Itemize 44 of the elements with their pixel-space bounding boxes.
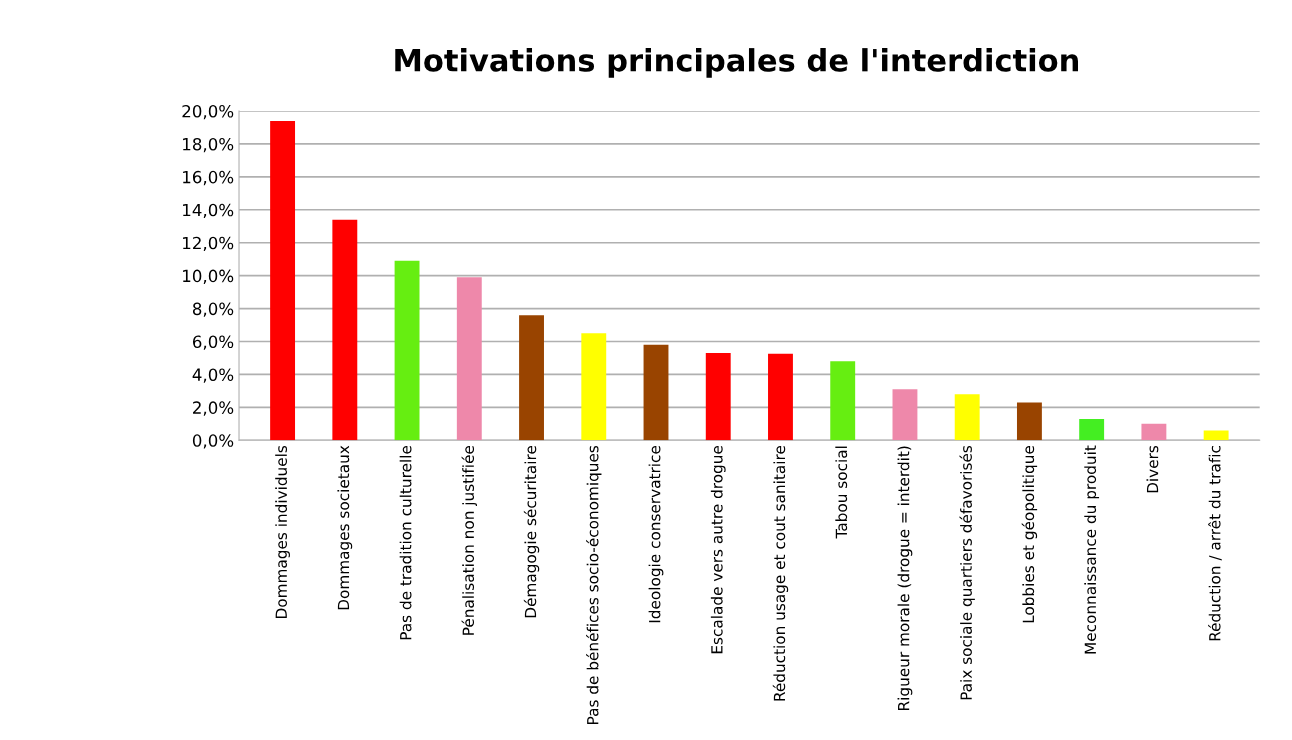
bar: [332, 219, 358, 441]
bar: [1141, 423, 1167, 441]
x-tick-label: Tabou social: [835, 446, 848, 539]
y-tick-label: 18,0%: [183, 137, 234, 153]
y-tick-label: 20,0%: [182, 104, 234, 120]
y-tick-label: 8,0%: [192, 302, 234, 317]
y-tick-label: 16,0%: [183, 170, 234, 186]
x-tick-label: Dommages individuels: [275, 445, 290, 618]
x-tick-label: Démagogie sécuritaire: [523, 445, 540, 618]
x-tick-label: Rigueur morale (drogue = interdit): [897, 446, 913, 710]
y-tick-label: 12,0%: [183, 236, 234, 251]
x-tick-label: Paix sociale quartiers défavorisés: [959, 445, 975, 700]
bar: [394, 260, 420, 441]
x-tick-label: Réduction usage et cout sanitaire: [772, 445, 789, 701]
x-tick-label: Réduction / arrêt du trafic: [1208, 446, 1222, 641]
bar: [768, 353, 793, 441]
y-tick-label: 10,0%: [183, 269, 234, 284]
bar: [830, 361, 856, 441]
x-tick-label: Pénalisation non justifiée: [461, 445, 477, 635]
bar: [705, 353, 731, 441]
x-tick-label: Pas de bénéfices socio-économiques: [586, 445, 602, 724]
y-tick-label: 2,0%: [193, 401, 234, 416]
y-tick-label: 6,0%: [192, 335, 234, 350]
bar: [519, 315, 544, 441]
bar: [456, 277, 482, 441]
x-tick-label: Ideologie conservatrice: [648, 445, 664, 623]
bar: [643, 344, 669, 441]
y-tick-label: 14,0%: [183, 203, 234, 219]
x-tick-label: Divers: [1146, 445, 1159, 493]
chart-title: Motivations principales de l'interdiction: [395, 48, 1078, 78]
y-tick-label: 4,0%: [192, 368, 234, 383]
bar: [581, 333, 607, 441]
bar: [1016, 402, 1042, 441]
x-tick-label: Pas de tradition culturelle: [399, 445, 412, 640]
bar: [1203, 430, 1229, 441]
x-tick-label: Meconnaissance du produit: [1084, 445, 1100, 654]
x-tick-label: Lobbies et géopolitique: [1021, 445, 1038, 623]
y-tick-label: 0,0%: [192, 434, 234, 449]
bar: [892, 389, 918, 441]
bar: [1079, 418, 1105, 441]
bar: [270, 120, 296, 441]
bar: [954, 394, 980, 441]
x-tick-label: Dommages societaux: [337, 445, 353, 610]
x-tick-label: Escalade vers autre drogue: [710, 445, 726, 654]
